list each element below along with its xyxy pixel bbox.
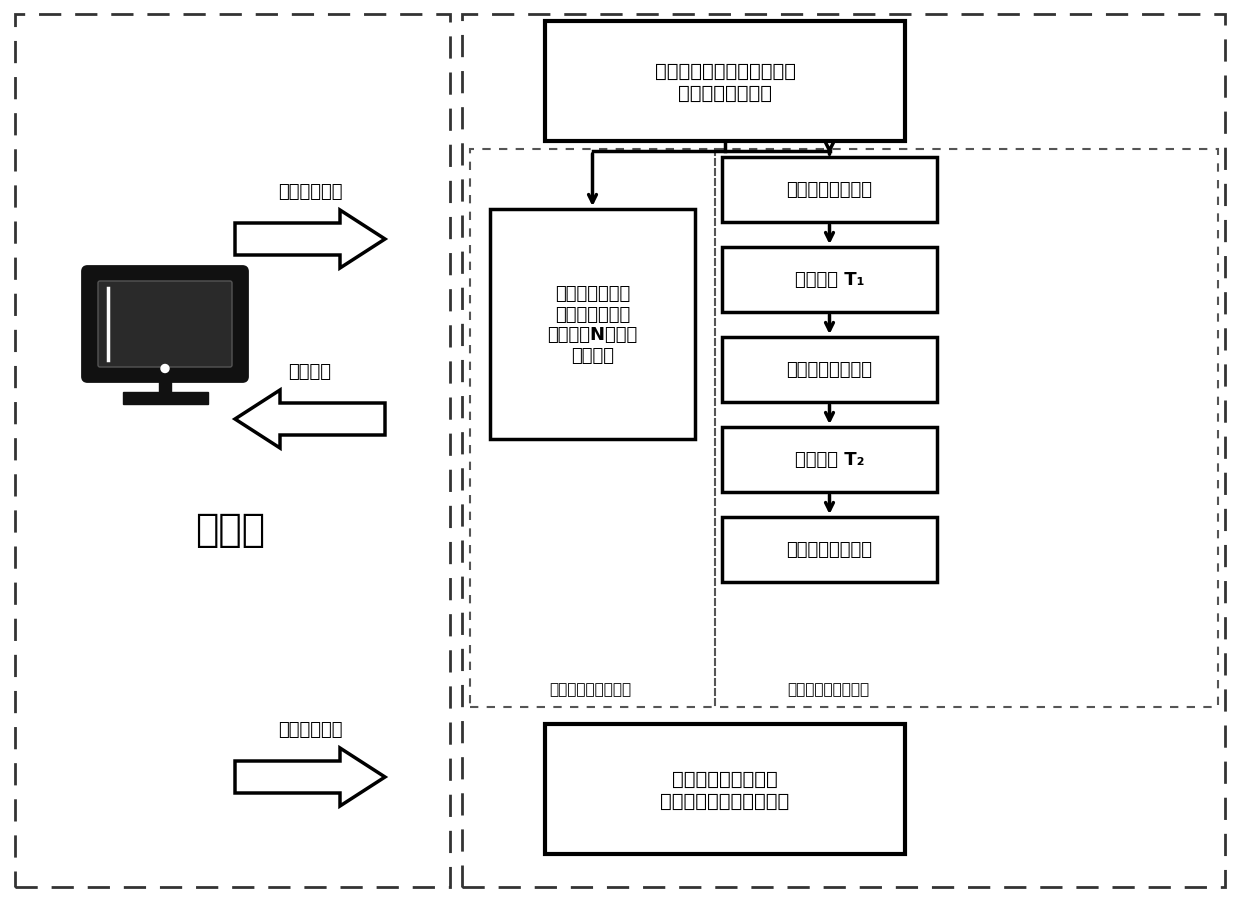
- Text: 第四控制阀门关闭: 第四控制阀门关闭: [786, 361, 873, 379]
- Text: 静态含水率测量系统: 静态含水率测量系统: [787, 682, 869, 696]
- Bar: [463, 15, 1225, 887]
- Text: 等待时间 T₂: 等待时间 T₂: [795, 451, 864, 469]
- Text: 第四控制阀门打开: 第四控制阀门打开: [786, 181, 873, 199]
- Text: 采集第一阵抗传
感器数据，采集
第二至第N阵抗传
感器数据: 采集第一阵抗传 感器数据，采集 第二至第N阵抗传 感器数据: [547, 284, 637, 364]
- Bar: [722, 518, 937, 583]
- Bar: [15, 15, 450, 887]
- Polygon shape: [236, 748, 384, 806]
- Bar: [159, 377, 171, 392]
- FancyBboxPatch shape: [98, 281, 232, 368]
- Text: 采集中心电极数据: 采集中心电极数据: [786, 541, 873, 559]
- Bar: [722, 428, 937, 492]
- Bar: [546, 724, 905, 854]
- Bar: [722, 248, 937, 313]
- Text: 终止信号采集: 终止信号采集: [278, 720, 342, 738]
- Text: 开始信号采集: 开始信号采集: [278, 183, 342, 201]
- Polygon shape: [236, 211, 384, 269]
- FancyBboxPatch shape: [83, 267, 248, 382]
- Bar: [722, 158, 937, 223]
- Text: 等待时间 T₁: 等待时间 T₁: [795, 272, 864, 290]
- Text: 第二和第三控制阀门打开，
第一控制阀门关闭: 第二和第三控制阀门打开， 第一控制阀门关闭: [655, 61, 796, 103]
- Text: 第一控制阀门打开，
第二和第三控制阀门关闭: 第一控制阀门打开， 第二和第三控制阀门关闭: [661, 769, 790, 810]
- Bar: [123, 392, 207, 404]
- Text: 信号数据: 信号数据: [289, 363, 331, 381]
- Circle shape: [161, 365, 169, 373]
- Text: 动态含水率测量系统: 动态含水率测量系统: [549, 682, 631, 696]
- Bar: [490, 210, 694, 439]
- Polygon shape: [236, 391, 384, 448]
- Bar: [546, 22, 905, 142]
- Bar: [722, 337, 937, 402]
- Bar: [470, 150, 1218, 707]
- Text: 计算机: 计算机: [195, 511, 265, 548]
